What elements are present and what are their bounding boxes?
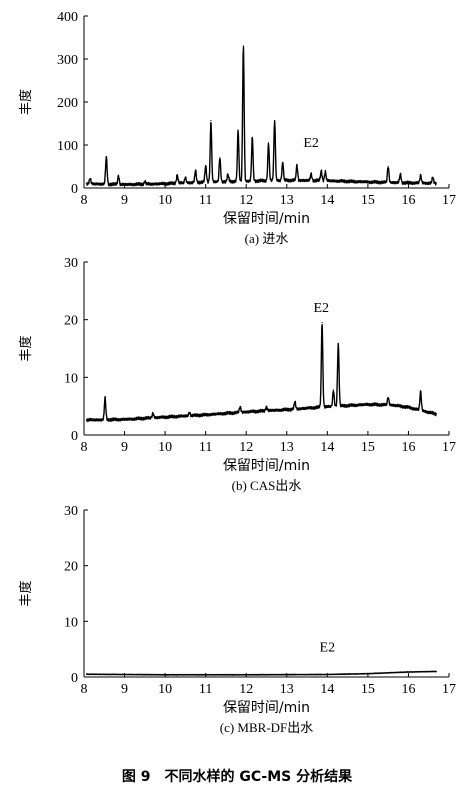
annotation-label: E2 [303, 136, 319, 151]
x-tick-label: 10 [158, 440, 172, 455]
x-tick-label: 16 [401, 193, 415, 208]
y-tick-label: 400 [57, 10, 78, 25]
peak-point [267, 142, 270, 144]
peak-point [321, 321, 323, 324]
peak-point [282, 161, 284, 163]
x-tick-label: 8 [81, 440, 88, 455]
y-tick-label: 30 [64, 504, 78, 519]
y-tick-label: 0 [71, 429, 78, 444]
peak-point [205, 165, 207, 167]
peak-point [420, 390, 422, 392]
peak-point [320, 170, 322, 172]
y-tick-label: 0 [71, 182, 78, 197]
x-tick-label: 15 [361, 682, 375, 697]
y-tick-label: 20 [64, 560, 78, 575]
x-tick-label: 15 [361, 440, 375, 455]
peak-point [387, 165, 389, 168]
peak-point [237, 129, 239, 131]
peak-point [251, 136, 253, 138]
peak-point [176, 174, 178, 176]
x-tick-label: 13 [280, 193, 294, 208]
x-tick-label: 12 [239, 193, 253, 208]
x-tick-label: 8 [81, 682, 88, 697]
y-tick-label: 300 [57, 53, 78, 68]
peak-point [399, 173, 401, 175]
peak-point [265, 406, 268, 408]
peak-point [219, 157, 221, 159]
panel-subtitle: (a) 进水 [245, 231, 289, 246]
x-axis-label: 保留时间/min [223, 211, 310, 227]
y-axis-label: 丰度 [18, 335, 34, 361]
peak-point [210, 119, 212, 122]
x-tick-label: 14 [320, 440, 334, 455]
series-line [85, 46, 438, 187]
y-tick-label: 200 [57, 96, 78, 111]
annotation-label: E2 [313, 301, 329, 316]
x-tick-label: 11 [199, 440, 212, 455]
peak-point [294, 400, 296, 403]
y-tick-label: 100 [57, 139, 78, 154]
x-tick-label: 13 [280, 440, 294, 455]
y-tick-label: 30 [64, 256, 78, 271]
x-tick-label: 17 [442, 682, 456, 697]
x-tick-label: 10 [158, 682, 172, 697]
peak-point [105, 156, 107, 158]
peak-point [420, 174, 422, 176]
x-tick-label: 16 [401, 440, 415, 455]
x-tick-label: 13 [280, 682, 294, 697]
y-tick-label: 10 [64, 615, 78, 630]
annotation-label: E2 [320, 640, 336, 655]
peak-point [332, 389, 335, 391]
x-tick-label: 15 [361, 193, 375, 208]
x-axis-label: 保留时间/min [223, 700, 310, 716]
x-tick-label: 17 [442, 440, 456, 455]
peak-point [387, 396, 389, 399]
peak-point [242, 45, 244, 47]
x-tick-label: 14 [320, 682, 334, 697]
x-tick-label: 9 [121, 440, 128, 455]
peak-point [310, 173, 312, 175]
peak-point [432, 176, 434, 178]
x-tick-label: 14 [320, 193, 334, 208]
peak-point [152, 412, 154, 414]
peak-point [324, 171, 326, 173]
y-tick-label: 10 [64, 371, 78, 386]
panel-subtitle: (c) MBR-DF出水 [220, 720, 314, 735]
peak-point [144, 180, 146, 183]
x-tick-label: 11 [199, 682, 212, 697]
peak-point [337, 343, 339, 345]
x-tick-label: 9 [121, 193, 128, 208]
peak-point [117, 175, 120, 177]
peak-point [184, 176, 186, 178]
y-tick-label: 0 [71, 671, 78, 686]
peak-point [239, 406, 241, 408]
x-tick-label: 11 [199, 193, 212, 208]
x-axis-label: 保留时间/min [223, 458, 310, 474]
y-axis-label: 丰度 [18, 580, 34, 606]
peak-point [194, 169, 197, 171]
peak-point [89, 177, 91, 180]
peak-point [296, 165, 298, 167]
peak-point [104, 397, 106, 399]
y-axis-label: 丰度 [18, 89, 34, 115]
x-tick-label: 12 [239, 440, 253, 455]
x-tick-label: 9 [121, 682, 128, 697]
x-tick-label: 10 [158, 193, 172, 208]
series-line [85, 324, 438, 423]
peak-point [227, 173, 229, 175]
series-line [85, 670, 438, 676]
x-tick-label: 12 [239, 682, 253, 697]
x-tick-label: 16 [401, 682, 415, 697]
peak-point [188, 411, 191, 414]
panel-subtitle: (b) CAS出水 [232, 478, 302, 493]
y-tick-label: 20 [64, 314, 78, 329]
x-tick-label: 8 [81, 193, 88, 208]
figure-caption: 图 9 不同水样的 GC-MS 分析结果 [121, 769, 353, 785]
peak-point [274, 119, 276, 122]
x-tick-label: 17 [442, 193, 456, 208]
